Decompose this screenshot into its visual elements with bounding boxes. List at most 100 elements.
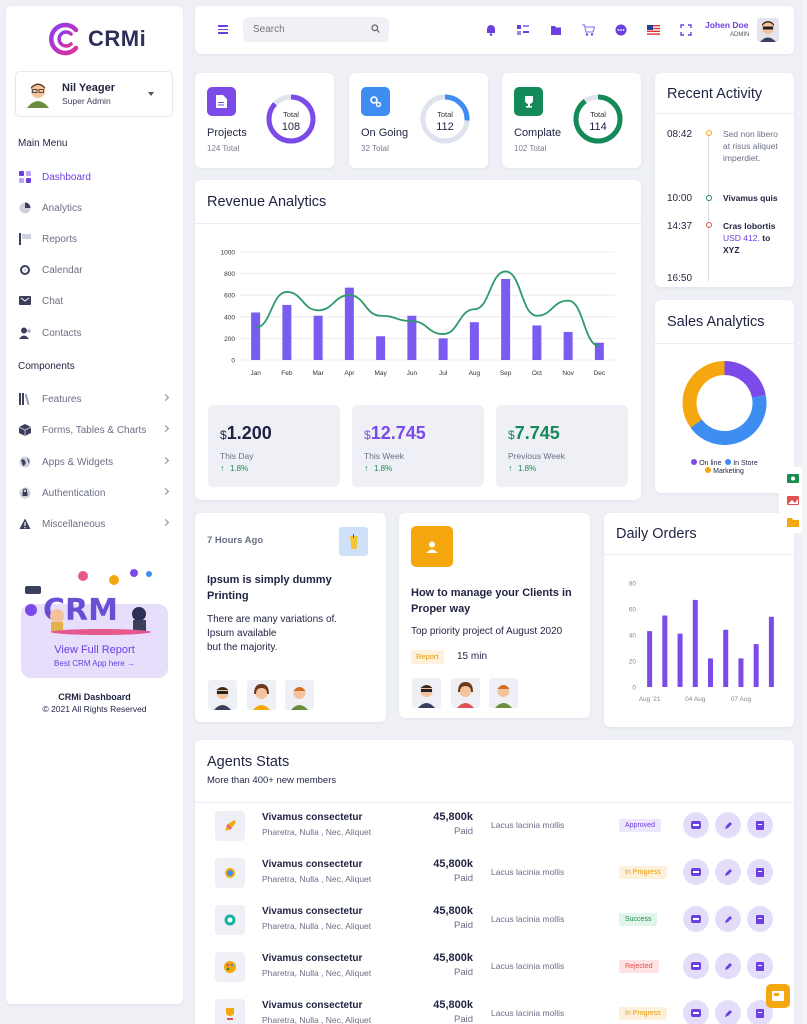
orders-bar — [708, 658, 713, 687]
agent-name[interactable]: Vivamus consectetur — [262, 1000, 363, 1011]
x-tick-label: Aug '21 — [639, 696, 661, 703]
post-title[interactable]: Ipsum is simply dummy Printing — [207, 574, 332, 602]
sidebar-item-features[interactable]: Features — [18, 390, 170, 408]
delete-button[interactable] — [747, 812, 773, 838]
edit-button[interactable] — [715, 906, 741, 932]
post-card[interactable]: How to manage your Clients in Proper way… — [399, 513, 590, 718]
profile-name: Nil Yeager — [62, 82, 115, 94]
trophy-icon — [215, 999, 245, 1024]
tile-value: $7.745 — [508, 423, 560, 444]
x-tick-label: Jun — [407, 370, 418, 377]
chevron-right-icon — [161, 456, 170, 465]
avatar[interactable] — [489, 678, 518, 708]
agent-name[interactable]: Vivamus consectetur — [262, 859, 363, 870]
view-button[interactable] — [683, 812, 709, 838]
view-button[interactable] — [683, 906, 709, 932]
apps-grid-icon[interactable] — [516, 23, 530, 37]
brand-logo[interactable]: CRMi — [46, 20, 146, 58]
chevron-right-icon — [161, 487, 170, 496]
sidebar: CRMi Nil Yeager Super Admin Main Menu Da… — [6, 6, 183, 1004]
tag-badge[interactable]: Report — [411, 650, 444, 664]
messages-icon[interactable] — [614, 23, 628, 37]
y-tick-label: 1000 — [221, 250, 236, 257]
sidebar-item-miscellaneous[interactable]: Miscellaneous — [18, 515, 170, 533]
sidebar-item-dashboard[interactable]: Dashboard — [18, 168, 168, 186]
divider — [655, 113, 794, 114]
post-card[interactable]: 7 Hours Ago Ipsum is simply dummy Printi… — [195, 513, 386, 722]
promo-subtitle-link[interactable]: Best CRM App here → — [54, 659, 135, 668]
orders-bar — [753, 644, 759, 687]
chart-legend: On line In Store Marketing — [655, 459, 794, 475]
search-input[interactable] — [243, 17, 389, 42]
books-icon — [18, 392, 32, 406]
progress-ring — [573, 94, 623, 144]
delete-button[interactable] — [747, 906, 773, 932]
lock-icon — [18, 486, 32, 500]
sidebar-item-reports[interactable]: Reports — [18, 230, 168, 248]
post-title[interactable]: How to manage your Clients in Proper way — [411, 587, 572, 615]
sidebar-item-contacts[interactable]: Contacts — [18, 324, 168, 342]
donut-slice — [690, 395, 767, 445]
avatar[interactable] — [285, 680, 314, 710]
menu-toggle-icon[interactable] — [218, 25, 228, 36]
fullscreen-icon[interactable] — [679, 23, 693, 37]
bell-icon[interactable] — [484, 23, 498, 37]
scrollbar[interactable] — [802, 0, 807, 1024]
avatar[interactable] — [412, 678, 441, 708]
sidebar-item-analytics[interactable]: Analytics — [18, 199, 168, 217]
revenue-bar — [313, 315, 323, 360]
ring-label: Total — [437, 110, 453, 119]
avatar[interactable] — [208, 680, 237, 710]
search-icon[interactable] — [371, 24, 380, 33]
table-row[interactable]: Vivamus consectetur Pharetra, Nulla , Ne… — [195, 952, 794, 992]
folder-icon[interactable] — [549, 23, 563, 37]
avatar[interactable] — [451, 678, 480, 708]
orders-bar — [647, 631, 653, 687]
edit-button[interactable] — [715, 812, 741, 838]
cart-icon[interactable] — [581, 23, 595, 37]
timeline-dot — [706, 195, 712, 201]
side-tab-folder[interactable] — [779, 511, 807, 533]
profile-switcher[interactable]: Nil Yeager Super Admin — [15, 71, 173, 117]
agent-name[interactable]: Vivamus consectetur — [262, 906, 363, 917]
legend-item: In Store — [725, 459, 758, 467]
recent-activity-card: Recent Activity 08:42 Sed non libero at … — [655, 73, 794, 287]
agent-paid: Paid — [453, 1014, 473, 1024]
sidebar-item-forms-tables-charts[interactable]: Forms, Tables & Charts — [18, 421, 170, 439]
avatar[interactable] — [247, 680, 276, 710]
activity-amount[interactable]: USD 412. — [723, 233, 760, 243]
table-row[interactable]: Vivamus consectetur Pharetra, Nulla , Ne… — [195, 999, 794, 1024]
view-button[interactable] — [683, 859, 709, 885]
logo-mark-icon — [49, 22, 79, 56]
sidebar-item-authentication[interactable]: Authentication — [18, 484, 170, 502]
agent-name[interactable]: Vivamus consectetur — [262, 953, 363, 964]
edit-button[interactable] — [715, 953, 741, 979]
view-full-report-link[interactable]: View Full Report — [54, 644, 135, 656]
sidebar-item-chat[interactable]: Chat — [18, 292, 168, 310]
user-avatar[interactable] — [757, 18, 779, 42]
settings-fab-button[interactable] — [766, 984, 790, 1008]
table-row[interactable]: Vivamus consectetur Pharetra, Nulla , Ne… — [195, 905, 794, 945]
delete-button[interactable] — [747, 953, 773, 979]
sidebar-item-apps-widgets[interactable]: Apps & Widgets — [18, 453, 170, 471]
revenue-bar — [469, 322, 479, 360]
delete-button[interactable] — [747, 859, 773, 885]
gears-icon — [361, 87, 390, 116]
agent-name[interactable]: Vivamus consectetur — [262, 812, 363, 823]
daily-orders-chart: 0 20 40 60 80 Aug '21 04 Aug 07 Aug — [629, 581, 774, 703]
tile-currency: $ — [364, 428, 371, 442]
side-tab-gallery[interactable] — [779, 489, 807, 511]
user-name[interactable]: Johen Doe — [705, 20, 749, 30]
y-tick-label: 0 — [632, 685, 636, 692]
edit-button[interactable] — [715, 1000, 741, 1024]
status-badge: Approved — [619, 819, 661, 832]
sidebar-item-calendar[interactable]: Calendar — [18, 261, 168, 279]
us-flag-icon[interactable] — [646, 23, 660, 37]
view-button[interactable] — [683, 1000, 709, 1024]
view-button[interactable] — [683, 953, 709, 979]
edit-button[interactable] — [715, 859, 741, 885]
globe-icon — [18, 455, 32, 469]
side-tab-money[interactable] — [779, 467, 807, 489]
table-row[interactable]: Vivamus consectetur Pharetra, Nulla , Ne… — [195, 811, 794, 851]
table-row[interactable]: Vivamus consectetur Pharetra, Nulla , Ne… — [195, 858, 794, 898]
